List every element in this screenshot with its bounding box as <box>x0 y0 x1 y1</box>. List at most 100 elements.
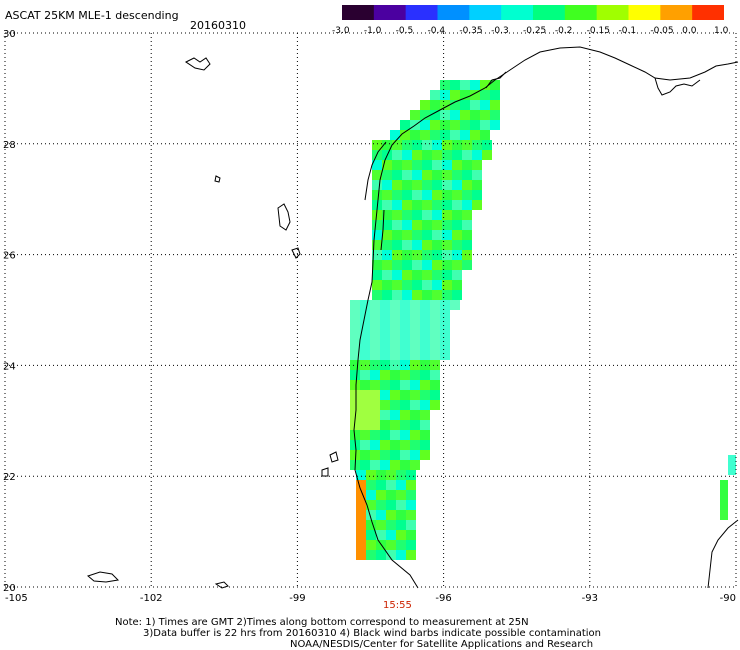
swath-cell <box>390 450 400 460</box>
swath-cell <box>432 190 442 200</box>
swath-cell <box>422 160 432 170</box>
swath-cell <box>350 340 360 350</box>
swath-cell <box>450 130 460 140</box>
swath-cell <box>440 130 450 140</box>
swath-cell <box>420 310 430 320</box>
swath-cell <box>370 440 380 450</box>
swath-cell <box>372 180 382 190</box>
swath-cell <box>420 440 430 450</box>
swath-cell <box>380 300 390 310</box>
swath-cell <box>390 330 400 340</box>
swath-cell <box>390 400 400 410</box>
colorbar-tick-label: -0.25 <box>523 26 547 36</box>
swath-cell <box>350 310 360 320</box>
swath-cell <box>380 320 390 330</box>
swath-cell <box>412 190 422 200</box>
swath-cell <box>480 120 490 130</box>
swath-cell <box>728 465 736 475</box>
swath-cell <box>380 310 390 320</box>
swath-cell <box>392 230 402 240</box>
swath-cell <box>450 120 460 130</box>
swath-cell <box>406 550 416 560</box>
latitude-label: 28 <box>3 140 16 151</box>
swath-cell <box>370 320 380 330</box>
swath-cell <box>412 210 422 220</box>
swath-cell <box>382 210 392 220</box>
swath-cell <box>392 200 402 210</box>
swath-cell <box>482 140 492 150</box>
swath-cell <box>422 180 432 190</box>
swath-cell <box>380 350 390 360</box>
swath-cell <box>420 350 430 360</box>
swath-cell <box>430 120 440 130</box>
swath-cell <box>442 190 452 200</box>
swath-cell <box>400 370 410 380</box>
swath-cell <box>376 490 386 500</box>
swath-cell <box>356 490 366 500</box>
swath-cell <box>400 400 410 410</box>
swath-cell <box>490 90 500 100</box>
swath-cell <box>372 260 382 270</box>
swath-cell <box>370 420 380 430</box>
swath-cell <box>380 400 390 410</box>
swath-cell <box>430 90 440 100</box>
latitude-label: 26 <box>3 251 16 262</box>
colorbar-segment <box>405 5 438 20</box>
swath-cell <box>462 250 472 260</box>
swath-cell <box>462 140 472 150</box>
swath-cell <box>366 520 376 530</box>
swath-cell <box>452 270 462 280</box>
swath-cell <box>410 380 420 390</box>
swath-cell <box>402 280 412 290</box>
swath-cell <box>412 170 422 180</box>
swath-cell <box>400 120 410 130</box>
swath-cell <box>370 310 380 320</box>
swath-cell <box>452 240 462 250</box>
swath-cell <box>440 110 450 120</box>
swath-cell <box>376 480 386 490</box>
swath-cell <box>350 330 360 340</box>
colorbar-tick-label: 1.0 <box>714 26 729 36</box>
swath-cell <box>410 430 420 440</box>
swath-cell <box>420 450 430 460</box>
swath-cell <box>360 430 370 440</box>
swath-cell <box>402 290 412 300</box>
swath-cell <box>376 510 386 520</box>
swath-cell <box>402 190 412 200</box>
swath-cell <box>432 270 442 280</box>
swath-cell <box>366 480 376 490</box>
swath-cell <box>430 310 440 320</box>
swath-cell <box>400 420 410 430</box>
swath-cell <box>396 540 406 550</box>
swath-cell <box>372 290 382 300</box>
swath-cell <box>460 80 470 90</box>
swath-cell <box>462 160 472 170</box>
swath-cell <box>450 80 460 90</box>
swath-cell <box>472 160 482 170</box>
swath-cell <box>432 220 442 230</box>
swath-cell <box>472 190 482 200</box>
swath-cell <box>390 130 400 140</box>
swath-cell <box>442 170 452 180</box>
swath-cell <box>430 130 440 140</box>
swath-cell <box>440 80 450 90</box>
swath-cell <box>370 300 380 310</box>
product-date: 20160310 <box>190 19 246 32</box>
swath-cell <box>392 150 402 160</box>
swath-cell <box>370 370 380 380</box>
swath-cell <box>422 200 432 210</box>
swath-cell <box>380 430 390 440</box>
swath-cell <box>382 190 392 200</box>
swath-cell <box>422 150 432 160</box>
swath-cell <box>410 400 420 410</box>
swath-cell <box>440 300 450 310</box>
swath-cell <box>412 160 422 170</box>
swath-cell <box>402 240 412 250</box>
swath-cell <box>400 130 410 140</box>
swath-cell <box>376 470 386 480</box>
swath-cell <box>376 520 386 530</box>
swath-cell <box>422 140 432 150</box>
colorbar <box>342 5 724 20</box>
swath-cell <box>422 190 432 200</box>
swath-cell <box>366 540 376 550</box>
